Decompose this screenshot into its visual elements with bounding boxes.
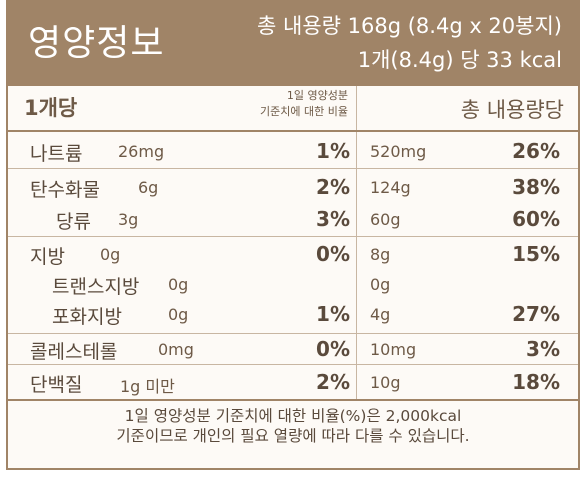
nutrient-daily-pct: 1% xyxy=(316,302,350,326)
nutrition-header: 영양정보 총 내용량 168g (8.4g x 20봉지) 1개(8.4g) 당… xyxy=(6,0,580,86)
nutrient-daily-pct: 2% xyxy=(316,370,350,394)
nutrient-name: 탄수화물 xyxy=(30,179,100,201)
total-daily-pct: 3% xyxy=(526,337,560,361)
nutrient-name: 나트륨 xyxy=(30,143,83,165)
row-divider xyxy=(8,168,578,169)
nutrient-name: 콜레스테롤 xyxy=(30,341,118,363)
daily-value-note-line2: 기준치에 대한 비율 xyxy=(260,105,348,118)
nutrient-amount: 1g 미만 xyxy=(120,377,175,396)
total-amount: 4g xyxy=(370,305,391,324)
daily-value-note: 1일 영양성분 기준치에 대한 비율 xyxy=(208,88,348,120)
per-unit-label: 1개당 xyxy=(24,96,78,120)
panel-title: 영양정보 xyxy=(28,23,165,64)
total-amount: 0g xyxy=(370,275,391,294)
total-amount: 124g xyxy=(370,178,411,197)
nutrient-amount: 0g xyxy=(168,275,189,294)
total-daily-pct: 18% xyxy=(512,370,560,394)
nutrient-daily-pct: 0% xyxy=(316,337,350,361)
footer-divider xyxy=(8,399,578,401)
row-divider xyxy=(8,236,578,237)
nutrient-amount: 0g xyxy=(100,245,121,264)
total-daily-pct: 27% xyxy=(512,302,560,326)
nutrient-name: 트랜스지방 xyxy=(52,276,140,298)
subheader-divider xyxy=(8,130,578,132)
row-divider xyxy=(8,333,578,334)
nutrient-amount: 0mg xyxy=(158,340,194,359)
nutrient-name: 당류 xyxy=(56,211,91,233)
column-divider xyxy=(356,86,357,400)
total-daily-pct: 38% xyxy=(512,175,560,199)
nutrient-name: 단백질 xyxy=(30,374,83,396)
nutrient-amount: 3g xyxy=(118,210,139,229)
nutrient-name: 지방 xyxy=(30,246,65,268)
nutrient-amount: 26mg xyxy=(118,142,165,161)
total-amount: 520mg xyxy=(370,142,427,161)
total-contents: 총 내용량 168g (8.4g x 20봉지) xyxy=(257,14,562,38)
daily-value-note-line1: 1일 영양성분 xyxy=(286,89,348,102)
total-daily-pct: 26% xyxy=(512,139,560,163)
row-divider xyxy=(8,364,578,365)
nutrient-daily-pct: 1% xyxy=(316,139,350,163)
nutrient-amount: 6g xyxy=(138,178,159,197)
nutrient-amount: 0g xyxy=(168,305,189,324)
total-contents-label: 총 내용량당 xyxy=(460,98,564,122)
nutrient-daily-pct: 2% xyxy=(316,175,350,199)
total-amount: 10g xyxy=(370,373,401,392)
footer-note: 1일 영양성분 기준치에 대한 비율(%)은 2,000kcal 기준이므로 개… xyxy=(8,406,578,446)
per-unit-calories: 1개(8.4g) 당 33 kcal xyxy=(357,48,562,72)
total-amount: 8g xyxy=(370,245,391,264)
total-amount: 60g xyxy=(370,210,401,229)
nutrient-name: 포화지방 xyxy=(52,306,122,328)
nutrient-daily-pct: 3% xyxy=(316,207,350,231)
nutrient-daily-pct: 0% xyxy=(316,242,350,266)
total-daily-pct: 60% xyxy=(512,207,560,231)
footer-note-line2: 기준이므로 개인의 필요 열량에 따라 다를 수 있습니다. xyxy=(116,427,470,445)
total-daily-pct: 15% xyxy=(512,242,560,266)
footer-note-line1: 1일 영양성분 기준치에 대한 비율(%)은 2,000kcal xyxy=(124,407,462,425)
total-amount: 10mg xyxy=(370,340,417,359)
